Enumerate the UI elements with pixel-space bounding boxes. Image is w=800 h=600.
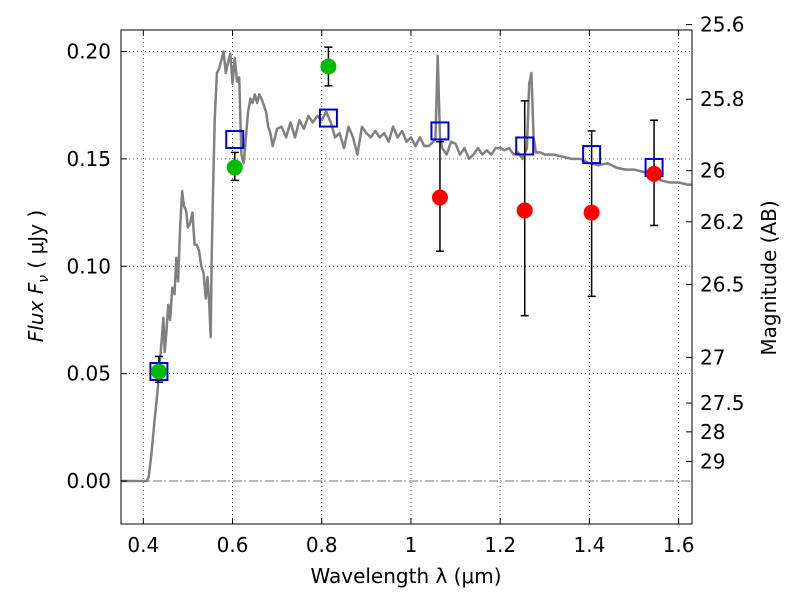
right-tick-label: 29 [700,449,725,473]
observed-flux-point [320,58,337,75]
right-tick-label: 26.2 [700,210,745,234]
x-tick-label: 1 [405,533,418,557]
right-tick-label: 25.6 [700,13,745,37]
y-axis-label: Flux Fν ( μJy ) [24,210,52,342]
observed-flux-point [150,363,167,380]
y-tick-label: 0.15 [66,147,111,171]
x-tick-label: 1.6 [663,533,695,557]
y-tick-label: 0.00 [66,469,111,493]
y-axis-label-subscript: ν [36,275,52,283]
x-tick-label: 0.6 [217,533,249,557]
right-tick-label: 26 [700,159,725,183]
observed-flux-point [226,159,243,176]
y-tick-label: 0.20 [66,39,111,63]
y-axis-ticks: 0.00 0.05 0.10 0.15 0.20 [66,39,127,493]
model-square-marker [318,108,338,128]
y-axis-label-unit: ( μJy ) [24,210,48,275]
model-square-marker [515,136,535,156]
spectrum-line [121,50,692,483]
data-markers [149,58,664,382]
x-tick-label: 0.4 [127,533,159,557]
plot-frame [120,29,693,525]
model-square-marker [149,362,169,382]
right-tick-label: 26.5 [700,273,745,297]
y-axis-label-main: Flux F [24,282,48,342]
spectrum-curve [121,50,692,483]
x-axis-ticks: 0.4 0.6 0.8 1 1.2 1.4 1.6 [127,30,695,557]
observed-flux-point [516,202,533,219]
right-axis-ticks: 25.6 25.8 26 26.2 26.5 27 27.5 28 29 [686,13,745,473]
x-tick-label: 0.8 [306,533,338,557]
right-tick-label: 27 [700,346,725,370]
x-tick-label: 1.2 [484,533,516,557]
observed-flux-point [431,189,448,206]
y-tick-label: 0.05 [66,362,111,386]
model-square-marker [430,121,450,141]
x-axis-label: Wavelength λ (μm) [310,564,501,588]
x-tick-label: 1.4 [573,533,605,557]
model-square-marker [225,130,245,150]
observed-flux-point [646,165,663,182]
right-tick-label: 27.5 [700,391,745,415]
model-square-marker [582,145,602,165]
observed-flux-point [583,204,600,221]
right-tick-label: 25.8 [700,87,745,111]
y-tick-label: 0.10 [66,254,111,278]
right-axis-label: Magnitude (AB) [757,200,781,355]
right-tick-label: 28 [700,420,725,444]
